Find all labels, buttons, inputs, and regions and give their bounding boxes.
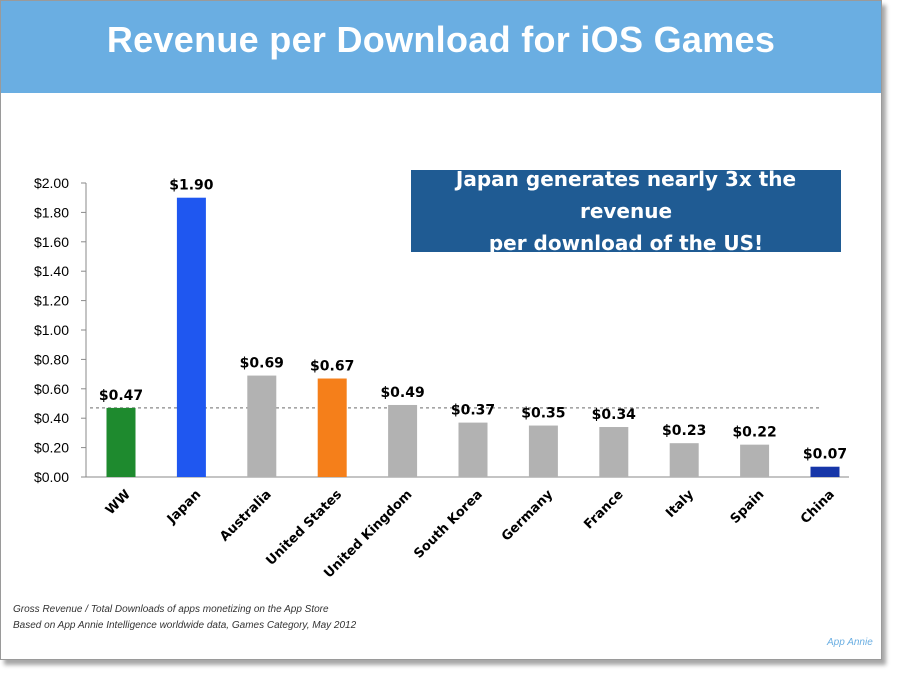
category-label-south-korea: South Korea xyxy=(411,487,485,561)
footnote-1: Gross Revenue / Total Downloads of apps … xyxy=(13,604,329,615)
bar-south-korea xyxy=(458,422,488,477)
bar-china xyxy=(810,466,840,477)
category-label-ww: WW xyxy=(103,487,134,518)
bar-chart: $0.00 $0.20 $0.40 $0.60 $0.80 $1.00 $1.20 $1.40… xyxy=(34,175,849,581)
data-label-australia: $0.69 xyxy=(240,356,284,372)
data-label-japan: $1.90 xyxy=(169,178,214,194)
bar-germany xyxy=(528,425,558,477)
data-label-spain: $0.22 xyxy=(732,425,776,441)
y-tick-label: $0.80 xyxy=(34,351,69,367)
bar-ww xyxy=(106,407,136,477)
callout-line-1: Japan generates nearly 3x the revenue xyxy=(455,167,797,223)
bar-italy xyxy=(669,443,699,477)
data-label-germany: $0.35 xyxy=(521,406,565,422)
y-tick-label: $0.60 xyxy=(34,381,69,397)
bar-australia xyxy=(247,375,277,477)
data-label-united-kingdom: $0.49 xyxy=(380,385,424,401)
y-tick-label: $1.40 xyxy=(34,263,69,279)
y-tick-label: $0.20 xyxy=(34,440,69,456)
data-label-ww: $0.47 xyxy=(99,388,143,404)
y-tick-label: $1.60 xyxy=(34,234,69,250)
bar-spain xyxy=(740,444,770,477)
bar-japan xyxy=(176,197,206,477)
bars xyxy=(106,197,840,477)
chart-title: Revenue per Download for iOS Games xyxy=(106,19,776,60)
y-axis: $0.00 $0.20 $0.40 $0.60 $0.80 $1.00 $1.20 $1.40… xyxy=(34,175,849,485)
category-label-germany: Germany xyxy=(499,487,557,545)
data-label-south-korea: $0.37 xyxy=(451,403,495,419)
data-label-france: $0.34 xyxy=(592,407,637,423)
footnote-2: Based on App Annie Intelligence worldwid… xyxy=(13,620,357,631)
category-label-china: China xyxy=(798,487,838,527)
category-label-australia: Australia xyxy=(217,487,274,544)
category-label-spain: Spain xyxy=(728,487,768,527)
category-label-italy: Italy xyxy=(663,487,697,521)
data-labels: $0.47 $1.90 $0.69 $0.67 $0.49 $0.37 $0.35 $0.34… xyxy=(99,178,847,463)
brand-logo: App Annie xyxy=(827,637,873,648)
y-tick-label: $0.40 xyxy=(34,410,69,426)
category-label-japan: Japan xyxy=(164,487,204,527)
y-tick-label: $2.00 xyxy=(34,175,69,191)
callout-line-2: per download of the US! xyxy=(488,231,764,255)
slide: Revenue per Download for iOS Games $0.00… xyxy=(0,0,882,660)
y-tick-label: $0.00 xyxy=(34,469,69,485)
data-label-italy: $0.23 xyxy=(662,423,706,439)
data-label-china: $0.07 xyxy=(803,447,847,463)
bar-united-states xyxy=(317,378,347,477)
y-tick-label: $1.00 xyxy=(34,322,69,338)
data-label-united-states: $0.67 xyxy=(310,359,354,375)
bar-france xyxy=(599,427,629,477)
category-label-france: France xyxy=(581,487,626,532)
callout-box: Japan generates nearly 3x the revenue pe… xyxy=(411,167,841,255)
category-label-united-states: United States xyxy=(264,487,346,569)
y-tick-label: $1.80 xyxy=(34,204,69,220)
bar-united-kingdom xyxy=(388,404,418,477)
y-tick-label: $1.20 xyxy=(34,293,69,309)
title-bar: Revenue per Download for iOS Games xyxy=(1,1,881,93)
